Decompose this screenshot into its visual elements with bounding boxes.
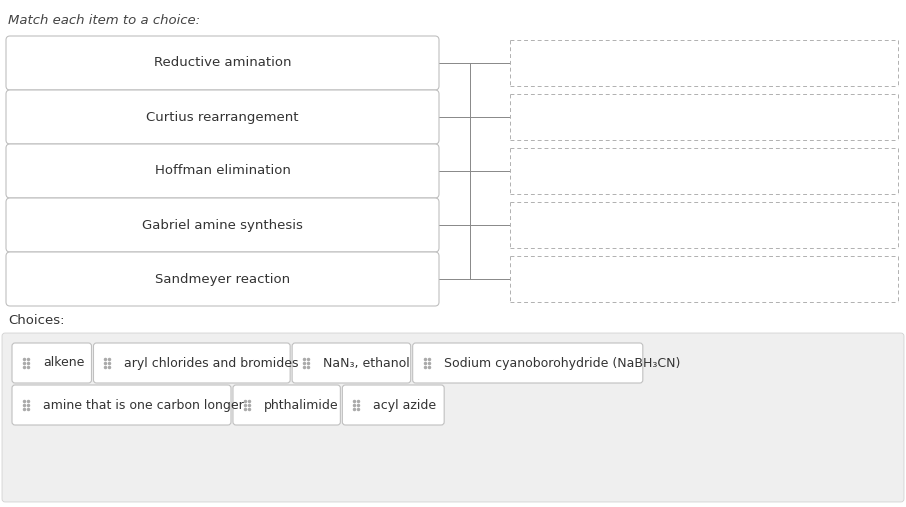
Text: Sodium cyanoborohydride (NaBH₃CN): Sodium cyanoborohydride (NaBH₃CN) [444, 356, 680, 370]
Text: Choices:: Choices: [8, 314, 64, 327]
Text: phthalimide: phthalimide [264, 399, 339, 412]
FancyBboxPatch shape [6, 252, 439, 306]
Text: Curtius rearrangement: Curtius rearrangement [146, 111, 299, 124]
Text: NaN₃, ethanol: NaN₃, ethanol [323, 356, 410, 370]
FancyBboxPatch shape [233, 385, 341, 425]
FancyBboxPatch shape [412, 343, 643, 383]
Text: Match each item to a choice:: Match each item to a choice: [8, 14, 200, 27]
Text: alkene: alkene [43, 356, 84, 370]
FancyBboxPatch shape [6, 198, 439, 252]
FancyBboxPatch shape [6, 144, 439, 198]
FancyBboxPatch shape [342, 385, 444, 425]
Text: aryl chlorides and bromides: aryl chlorides and bromides [124, 356, 299, 370]
Text: Hoffman elimination: Hoffman elimination [155, 164, 291, 177]
FancyBboxPatch shape [12, 385, 231, 425]
FancyBboxPatch shape [93, 343, 290, 383]
Text: Sandmeyer reaction: Sandmeyer reaction [155, 272, 290, 285]
FancyBboxPatch shape [6, 36, 439, 90]
FancyBboxPatch shape [12, 343, 92, 383]
FancyBboxPatch shape [6, 90, 439, 144]
Text: Gabriel amine synthesis: Gabriel amine synthesis [142, 219, 303, 232]
Text: Reductive amination: Reductive amination [154, 56, 291, 69]
Text: amine that is one carbon longer: amine that is one carbon longer [43, 399, 244, 412]
FancyBboxPatch shape [2, 333, 904, 502]
FancyBboxPatch shape [292, 343, 410, 383]
Text: acyl azide: acyl azide [373, 399, 437, 412]
